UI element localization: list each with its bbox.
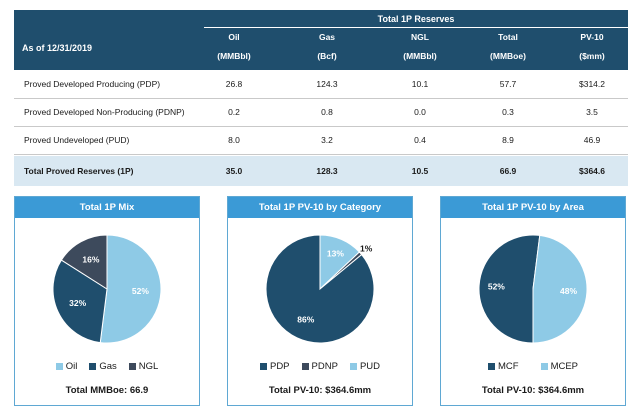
chart-panel-area: Total 1P PV-10 by Area 52% 48% MCF MCEP T… [440,196,626,406]
chart-legend: Oil Gas NGL [15,361,199,372]
table-row: Proved Developed Non-Producing (PDNP) 0.… [14,99,628,127]
table-row: Proved Undeveloped (PUD) 8.0 3.2 0.4 8.9… [14,127,628,155]
chart-panel-mix: Total 1P Mix 52% 32% 16% Oil Gas NGL Total… [14,196,200,406]
slice-label-mcf: 52% [488,282,505,292]
legend-item-mcep: MCEP [540,361,578,372]
pie-chart-category: 13% 1% 86% [265,234,375,344]
pie-slice-oil [99,234,162,344]
cell-oil: 35.0 [225,166,243,176]
row-label: Proved Undeveloped (PUD) [24,135,130,145]
legend-swatch [55,363,63,370]
legend-item-mcf: MCF [487,361,519,372]
slice-label-pdnp: 1% [360,243,373,253]
reserves-table: As of 12/31/2019 Total 1P Reserves Oil (M… [14,10,628,188]
legend-swatch [259,363,267,370]
legend-item-pdp: PDP [259,361,290,372]
pie-slice-mcep [532,234,588,344]
table-header: As of 12/31/2019 Total 1P Reserves Oil (M… [14,10,628,70]
table-row: Proved Developed Producing (PDP) 26.8 12… [14,71,628,99]
row-label: Proved Developed Non-Producing (PDNP) [24,107,185,117]
row-label: Total Proved Reserves (1P) [24,166,134,176]
legend-item-oil: Oil [55,361,77,372]
cell-gas: 0.8 [321,107,333,117]
chart-title: Total 1P Mix [15,197,199,218]
legend-swatch [349,363,357,370]
legend-swatch [540,363,548,370]
cell-oil: 26.8 [225,79,243,89]
chart-footer: Total MMBoe: 66.9 [65,385,149,396]
chart-panel-category: Total 1P PV-10 by Category 13% 1% 86% PDP … [227,196,413,406]
cell-gas: 128.3 [316,166,338,176]
legend-swatch [301,363,309,370]
as-of-date: As of 12/31/2019 [22,43,93,53]
pie-slice-mcf [478,234,541,344]
legend-item-ngl: NGL [128,361,158,372]
pie-chart-area: 52% 48% [478,234,588,344]
cell-ngl: 0.0 [414,107,426,117]
slice-label-pud: 13% [327,248,344,258]
slice-label-pdp: 86% [297,314,314,324]
legend-swatch [89,363,97,370]
cell-ngl: 10.1 [411,79,429,89]
cell-total: 57.7 [499,79,517,89]
row-label: Proved Developed Producing (PDP) [24,79,161,89]
cell-gas: 124.3 [316,79,338,89]
cell-total: 0.3 [502,107,514,117]
slice-label-ngl: 16% [82,255,99,265]
chart-footer: Total PV-10: $364.6mm [481,385,585,396]
cell-oil: 8.0 [228,135,240,145]
legend-swatch [487,363,495,370]
chart-legend: PDP PDNP PUD [228,361,412,372]
cell-pv10: 3.5 [586,107,598,117]
cell-total: 66.9 [499,166,517,176]
legend-item-gas: Gas [89,361,117,372]
col-header-pv10: PV-10 ($mm) [579,32,605,61]
cell-oil: 0.2 [228,107,240,117]
pie-chart-mix: 52% 32% 16% [52,234,162,344]
chart-footer: Total PV-10: $364.6mm [268,385,372,396]
pie-slice-ngl [60,234,108,290]
cell-gas: 3.2 [321,135,333,145]
cell-pv10: $364.6 [579,166,605,176]
col-header-gas: Gas (Bcf) [317,32,337,61]
chart-title: Total 1P PV-10 by Category [228,197,412,218]
col-header-total: Total (MMBoe) [490,32,526,61]
slice-label-oil: 52% [132,286,149,296]
legend-item-pud: PUD [349,361,380,372]
slice-label-gas: 32% [69,298,86,308]
group-title: Total 1P Reserves [204,14,628,28]
cell-ngl: 0.4 [414,135,426,145]
legend-item-pdnp: PDNP [301,361,338,372]
legend-swatch [128,363,136,370]
slice-label-mcep: 48% [560,286,577,296]
pie-slice-pdp [265,234,375,344]
cell-total: 8.9 [502,135,514,145]
cell-ngl: 10.5 [411,166,429,176]
chart-title: Total 1P PV-10 by Area [441,197,625,218]
cell-pv10: $314.2 [579,79,605,89]
col-header-oil: Oil (MMBbl) [217,32,251,61]
chart-legend: MCF MCEP [441,361,625,372]
table-row-total: Total Proved Reserves (1P) 35.0 128.3 10… [14,156,628,186]
cell-pv10: 46.9 [583,135,601,145]
col-header-ngl: NGL (MMBbl) [403,32,437,61]
